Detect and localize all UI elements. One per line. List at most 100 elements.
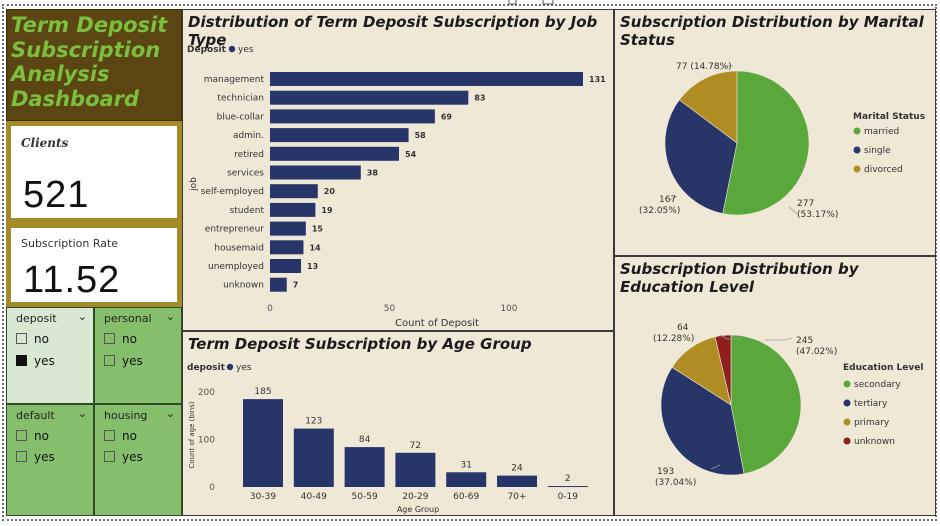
x-tick-label: 20-29 <box>402 492 428 502</box>
bar[interactable] <box>270 109 435 124</box>
slicer-option-yes[interactable]: yes <box>104 450 143 464</box>
slicer-housing[interactable]: housing ⌄ no yes <box>94 404 182 516</box>
checkbox[interactable] <box>104 333 115 344</box>
legend-label[interactable]: single <box>864 146 891 156</box>
slicer-title: housing <box>104 409 148 422</box>
chart-title: Term Deposit Subscription by Age Group <box>188 335 532 353</box>
leader-line <box>668 195 678 201</box>
legend-label[interactable]: secondary <box>854 380 901 390</box>
bar[interactable] <box>270 146 400 161</box>
data-label: 54 <box>405 150 417 159</box>
data-label: 123 <box>305 417 322 427</box>
slicer-option-yes[interactable]: yes <box>16 354 55 368</box>
slicer-personal[interactable]: personal ⌄ no yes <box>94 307 182 404</box>
legend-marker <box>843 399 851 407</box>
legend-marker <box>843 418 851 426</box>
focus-mode-icon[interactable] <box>508 0 517 5</box>
bar[interactable] <box>497 475 537 487</box>
legend-label[interactable]: unknown <box>854 437 895 447</box>
bar[interactable] <box>270 221 306 236</box>
slice-label-secondary: 245 (47.02%) <box>796 336 837 357</box>
data-label: 84 <box>359 435 371 445</box>
checkbox[interactable] <box>16 333 27 344</box>
checkbox-checked[interactable] <box>16 355 27 366</box>
legend-label[interactable]: primary <box>854 418 890 428</box>
bar[interactable] <box>270 90 469 105</box>
slicer-option-no[interactable]: no <box>104 332 137 346</box>
checkbox[interactable] <box>104 451 115 462</box>
job-type-chart-panel: Distribution of Term Deposit Subscriptio… <box>182 9 614 331</box>
legend-marker <box>853 146 861 154</box>
y-tick-label: retired <box>234 150 264 160</box>
legend-marker <box>853 165 861 173</box>
slicer-option-yes[interactable]: yes <box>16 450 55 464</box>
checkbox[interactable] <box>104 430 115 441</box>
legend-label[interactable]: tertiary <box>854 399 888 409</box>
pie-slice[interactable] <box>664 99 738 214</box>
legend-marker <box>853 127 861 135</box>
slicer-default[interactable]: default ⌄ no yes <box>6 404 94 516</box>
data-label: 24 <box>511 464 523 474</box>
chevron-down-icon[interactable]: ⌄ <box>165 310 175 323</box>
y-tick-label: management <box>204 75 265 85</box>
data-label: 19 <box>321 206 333 215</box>
slice-label-divorced: 77 (14.78%) <box>676 62 732 72</box>
y-tick-label: blue-collar <box>217 112 265 122</box>
slicer-option-no[interactable]: no <box>16 429 49 443</box>
data-label: 131 <box>589 75 606 84</box>
bar[interactable] <box>395 452 436 487</box>
slice-label-primary: 64 (12.28%) <box>653 323 694 344</box>
slicer-title: default <box>16 409 55 422</box>
legend-title: Marital Status <box>853 112 925 122</box>
bar[interactable] <box>270 240 304 255</box>
bar[interactable] <box>547 486 588 488</box>
checkbox[interactable] <box>104 355 115 366</box>
slice-label-married: 277 (53.17%) <box>797 199 838 220</box>
legend-label[interactable]: married <box>864 127 899 137</box>
bar[interactable] <box>270 259 302 273</box>
pie-slice[interactable] <box>678 70 738 144</box>
pie-slice[interactable] <box>660 366 745 476</box>
bar[interactable] <box>270 165 361 180</box>
slicer-deposit[interactable]: deposit ⌄ no yes <box>6 307 94 404</box>
y-tick-label: technician <box>217 94 264 104</box>
checkbox[interactable] <box>16 430 27 441</box>
bar[interactable] <box>446 472 487 487</box>
dashboard-title-tile: Term Deposit Subscription Analysis Dashb… <box>6 9 182 121</box>
slicer-option-no[interactable]: no <box>16 332 49 346</box>
bar[interactable] <box>243 399 283 487</box>
y-tick-label: 0 <box>209 483 215 493</box>
education-level-pie-chart: 64 (12.28%) 245 (47.02%) 193 (37.04%) Educa… <box>653 323 923 488</box>
data-label: 14 <box>309 243 321 252</box>
marital-status-chart-panel: Subscription Distribution by Marital Sta… <box>614 9 936 256</box>
slicer-title: deposit <box>16 312 57 325</box>
subscription-rate-label: Subscription Rate <box>21 237 119 250</box>
chevron-down-icon[interactable]: ⌄ <box>77 310 87 323</box>
leader-line <box>719 65 733 71</box>
chevron-down-icon[interactable]: ⌄ <box>165 407 175 420</box>
legend-label[interactable]: divorced <box>864 165 903 175</box>
chevron-down-icon[interactable]: ⌄ <box>77 407 87 420</box>
y-tick-label: housemaid <box>214 243 264 253</box>
data-label: 20 <box>324 187 336 196</box>
bar[interactable] <box>270 128 409 143</box>
bar[interactable] <box>270 277 287 292</box>
pie-slice[interactable] <box>730 334 802 475</box>
checkbox[interactable] <box>16 451 27 462</box>
chart-title: Distribution of Term Deposit Subscriptio… <box>188 13 598 49</box>
pie-slice[interactable] <box>722 70 810 216</box>
data-label: 38 <box>367 169 379 178</box>
bar[interactable] <box>293 428 334 487</box>
bar[interactable] <box>270 202 316 217</box>
slicer-option-yes[interactable]: yes <box>104 354 143 368</box>
y-tick-label: unknown <box>223 281 264 291</box>
visual-header-icons[interactable] <box>505 0 555 8</box>
marital-status-pie-chart: 77 (14.78%) 277 (53.17%) 167 (32.05%) Mari… <box>639 62 925 220</box>
bar[interactable] <box>270 72 583 86</box>
pie-slice[interactable] <box>714 334 732 406</box>
age-group-chart-panel: Term Deposit Subscription by Age Group d… <box>182 331 614 516</box>
more-options-icon[interactable] <box>542 0 554 5</box>
slicer-option-no[interactable]: no <box>104 429 137 443</box>
bar[interactable] <box>344 447 385 487</box>
bar[interactable] <box>270 184 318 199</box>
